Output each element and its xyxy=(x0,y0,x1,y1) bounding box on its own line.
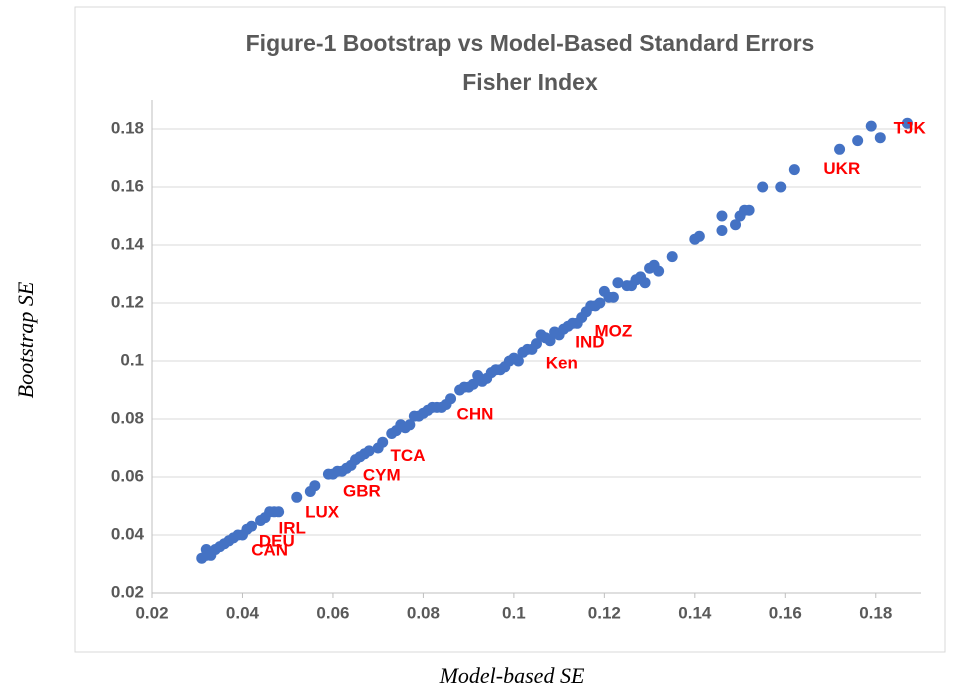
point xyxy=(653,265,665,277)
y-tick-label: 0.12 xyxy=(111,292,144,311)
point xyxy=(788,164,800,176)
x-tick-label: 0.06 xyxy=(316,603,349,622)
y-tick-label: 0.06 xyxy=(111,466,144,485)
point xyxy=(693,230,705,242)
x-tick-label: 0.02 xyxy=(135,603,168,622)
x-tick-label: 0.14 xyxy=(678,603,712,622)
annotation: LUX xyxy=(305,502,340,521)
annotation: MOZ xyxy=(595,321,633,340)
x-tick-label: 0.16 xyxy=(769,603,802,622)
chart-subtitle: Fisher Index xyxy=(462,69,598,95)
y-tick-label: 0.1 xyxy=(120,350,144,369)
point xyxy=(544,335,556,347)
point xyxy=(716,225,728,236)
y-tick-label: 0.02 xyxy=(111,582,144,601)
x-tick-label: 0.18 xyxy=(859,603,892,622)
point xyxy=(639,277,651,289)
point xyxy=(612,277,624,289)
point xyxy=(467,378,479,390)
annotation: Ken xyxy=(546,353,578,372)
x-axis-label: Model-based SE xyxy=(439,663,585,688)
y-axis-label: Bootstrap SE xyxy=(13,281,38,398)
point xyxy=(246,520,258,532)
point xyxy=(716,210,728,222)
chart-title: Figure-1 Bootstrap vs Model-Based Standa… xyxy=(246,30,815,56)
annotation: CAN xyxy=(251,540,288,559)
point xyxy=(852,135,864,147)
point xyxy=(607,291,619,303)
point xyxy=(834,143,846,155)
annotation: GBR xyxy=(343,482,381,501)
point xyxy=(363,445,375,457)
point xyxy=(594,297,606,309)
point xyxy=(273,506,285,518)
y-tick-label: 0.08 xyxy=(111,408,144,427)
point xyxy=(309,480,321,492)
point xyxy=(865,120,877,132)
point xyxy=(445,393,457,405)
annotation: IND xyxy=(575,333,604,352)
point xyxy=(730,219,742,231)
annotation: UKR xyxy=(823,159,860,178)
x-tick-label: 0.08 xyxy=(407,603,440,622)
annotation: TCA xyxy=(391,446,426,465)
y-tick-label: 0.16 xyxy=(111,176,144,195)
y-tick-label: 0.14 xyxy=(111,234,145,253)
x-tick-label: 0.04 xyxy=(226,603,260,622)
point xyxy=(901,117,913,129)
x-tick-label: 0.1 xyxy=(502,603,526,622)
point xyxy=(531,338,542,350)
annotation: CYM xyxy=(363,466,401,485)
point xyxy=(775,181,787,193)
annotation: IRL xyxy=(279,519,306,538)
point xyxy=(874,132,886,144)
y-tick-label: 0.04 xyxy=(111,524,145,543)
y-tick-label: 0.18 xyxy=(111,118,144,137)
point xyxy=(291,491,303,503)
point xyxy=(512,355,524,367)
point xyxy=(666,251,678,263)
point xyxy=(743,204,755,216)
annotation: DEU xyxy=(259,531,295,550)
point xyxy=(377,436,389,448)
annotation: CHN xyxy=(457,404,494,423)
point xyxy=(404,419,416,431)
x-tick-label: 0.12 xyxy=(588,603,621,622)
point xyxy=(757,181,769,193)
annotation: TJK xyxy=(894,118,927,137)
